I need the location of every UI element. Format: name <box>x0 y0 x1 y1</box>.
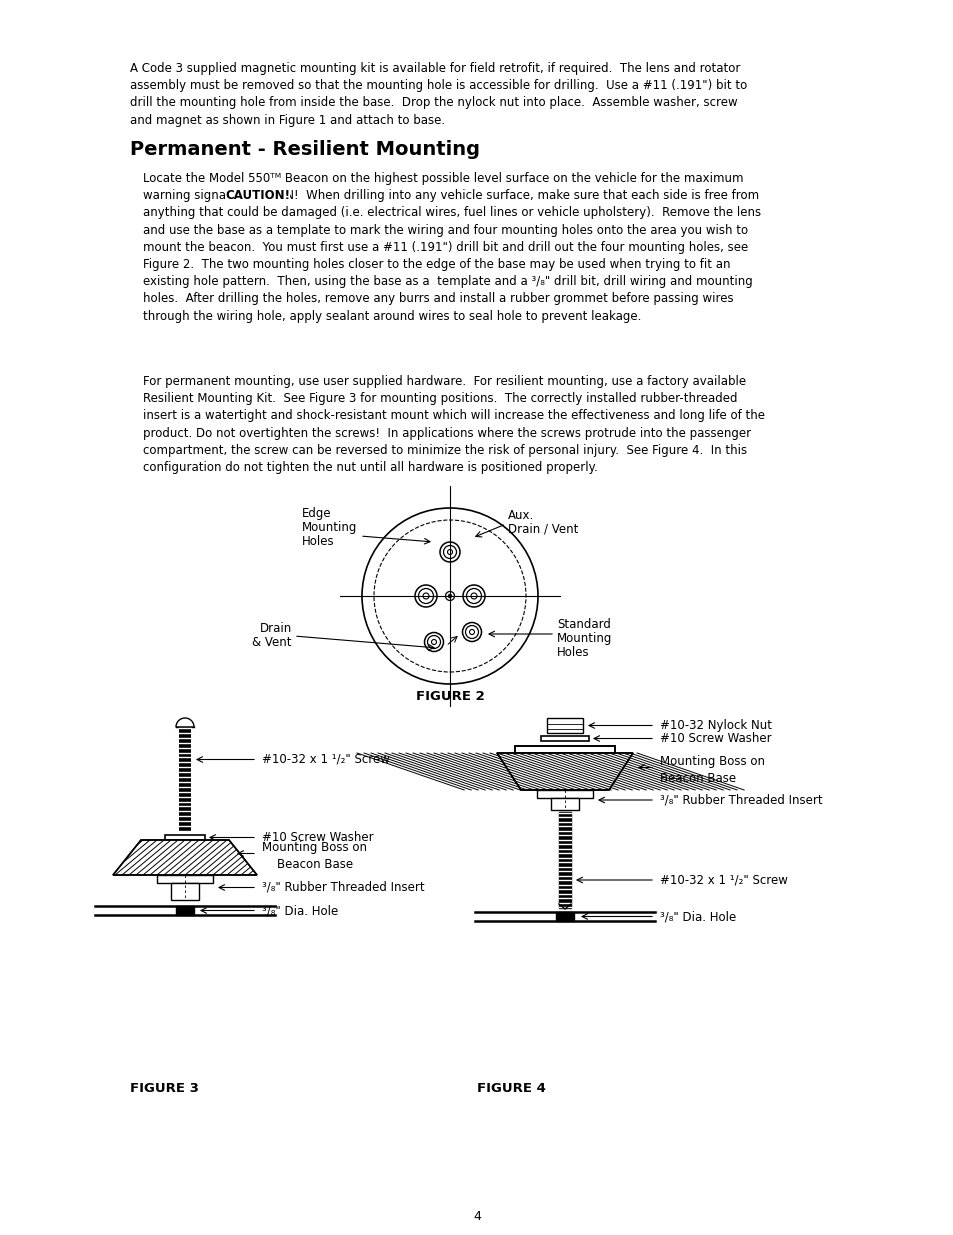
Bar <box>175 906 193 915</box>
Text: Holes: Holes <box>302 535 335 548</box>
Text: mount the beacon.  You must first use a #11 (.191") drill bit and drill out the : mount the beacon. You must first use a #… <box>143 241 747 254</box>
Text: CAUTION!: CAUTION! <box>225 189 290 203</box>
Polygon shape <box>497 753 633 790</box>
Text: and magnet as shown in Figure 1 and attach to base.: and magnet as shown in Figure 1 and atta… <box>130 114 445 127</box>
Text: Drain / Vent: Drain / Vent <box>507 522 578 536</box>
Polygon shape <box>175 718 193 727</box>
Text: configuration do not tighten the nut until all hardware is positioned properly.: configuration do not tighten the nut unt… <box>143 461 598 474</box>
Text: anything that could be damaged (i.e. electrical wires, fuel lines or vehicle uph: anything that could be damaged (i.e. ele… <box>143 206 760 220</box>
Polygon shape <box>112 840 256 876</box>
Text: FIGURE 4: FIGURE 4 <box>476 1082 545 1095</box>
Text: Resilient Mounting Kit.  See Figure 3 for mounting positions.  The correctly ins: Resilient Mounting Kit. See Figure 3 for… <box>143 393 737 405</box>
Text: 4: 4 <box>473 1210 480 1223</box>
Bar <box>515 746 615 753</box>
Bar <box>537 790 593 798</box>
Text: Mounting Boss on: Mounting Boss on <box>262 841 367 853</box>
Text: #10 Screw Washer: #10 Screw Washer <box>659 732 771 745</box>
Bar <box>171 883 199 900</box>
Text: Permanent - Resilient Mounting: Permanent - Resilient Mounting <box>130 140 479 159</box>
Text: Beacon Base: Beacon Base <box>659 772 736 784</box>
Text: insert is a watertight and shock-resistant mount which will increase the effecti: insert is a watertight and shock-resista… <box>143 409 764 422</box>
Text: warning signal.  CAUTION!  When drilling into any vehicle surface, make sure tha: warning signal. CAUTION! When drilling i… <box>143 189 759 203</box>
Text: #10-32 Nylock Nut: #10-32 Nylock Nut <box>659 719 771 732</box>
Bar <box>157 876 213 883</box>
Text: Figure 2.  The two mounting holes closer to the edge of the base may be used whe: Figure 2. The two mounting holes closer … <box>143 258 730 270</box>
Text: and use the base as a template to mark the wiring and four mounting holes onto t: and use the base as a template to mark t… <box>143 224 747 237</box>
Bar <box>165 835 205 840</box>
Bar <box>551 798 578 810</box>
Text: ³/₈" Dia. Hole: ³/₈" Dia. Hole <box>262 904 338 918</box>
Bar <box>558 811 571 908</box>
Text: Beacon Base: Beacon Base <box>276 857 353 871</box>
Text: compartment, the screw can be reversed to minimize the risk of personal injury. : compartment, the screw can be reversed t… <box>143 443 746 457</box>
Text: ³/₈" Rubber Threaded Insert: ³/₈" Rubber Threaded Insert <box>262 881 424 894</box>
Text: drill the mounting hole from inside the base.  Drop the nylock nut into place.  : drill the mounting hole from inside the … <box>130 96 737 110</box>
Text: product. Do not overtighten the screws!  In applications where the screws protru: product. Do not overtighten the screws! … <box>143 426 750 440</box>
Text: A Code 3 supplied magnetic mounting kit is available for field retrofit, if requ: A Code 3 supplied magnetic mounting kit … <box>130 62 740 75</box>
Bar <box>556 911 574 921</box>
Text: Aux.: Aux. <box>507 509 534 522</box>
Bar <box>540 736 588 741</box>
Bar <box>546 718 582 734</box>
Circle shape <box>448 594 451 598</box>
Text: Edge: Edge <box>302 508 332 520</box>
Text: #10-32 x 1 ¹/₂" Screw: #10-32 x 1 ¹/₂" Screw <box>262 753 390 766</box>
Text: Holes: Holes <box>557 646 589 659</box>
Text: Mounting Boss on: Mounting Boss on <box>659 755 764 767</box>
Text: & Vent: & Vent <box>253 636 292 650</box>
Text: assembly must be removed so that the mounting hole is accessible for drilling.  : assembly must be removed so that the mou… <box>130 79 746 93</box>
Text: FIGURE 3: FIGURE 3 <box>130 1082 198 1095</box>
Text: existing hole pattern.  Then, using the base as a  template and a ³/₈" drill bit: existing hole pattern. Then, using the b… <box>143 275 752 288</box>
Bar <box>179 727 191 832</box>
Text: Locate the Model 550ᵀᴹ Beacon on the highest possible level surface on the vehic: Locate the Model 550ᵀᴹ Beacon on the hig… <box>143 172 742 185</box>
Text: holes.  After drilling the holes, remove any burrs and install a rubber grommet : holes. After drilling the holes, remove … <box>143 293 733 305</box>
Text: ³/₈" Dia. Hole: ³/₈" Dia. Hole <box>659 910 736 923</box>
Text: Standard: Standard <box>557 618 610 631</box>
Text: #10-32 x 1 ¹/₂" Screw: #10-32 x 1 ¹/₂" Screw <box>659 873 787 887</box>
Text: Drain: Drain <box>259 622 292 635</box>
Text: Mounting: Mounting <box>302 521 357 534</box>
Text: through the wiring hole, apply sealant around wires to seal hole to prevent leak: through the wiring hole, apply sealant a… <box>143 310 640 322</box>
Text: FIGURE 2: FIGURE 2 <box>416 690 484 703</box>
Text: For permanent mounting, use user supplied hardware.  For resilient mounting, use: For permanent mounting, use user supplie… <box>143 375 745 388</box>
Text: Mounting: Mounting <box>557 632 612 645</box>
Text: #10 Screw Washer: #10 Screw Washer <box>262 831 374 844</box>
Text: ³/₈" Rubber Threaded Insert: ³/₈" Rubber Threaded Insert <box>659 794 821 806</box>
